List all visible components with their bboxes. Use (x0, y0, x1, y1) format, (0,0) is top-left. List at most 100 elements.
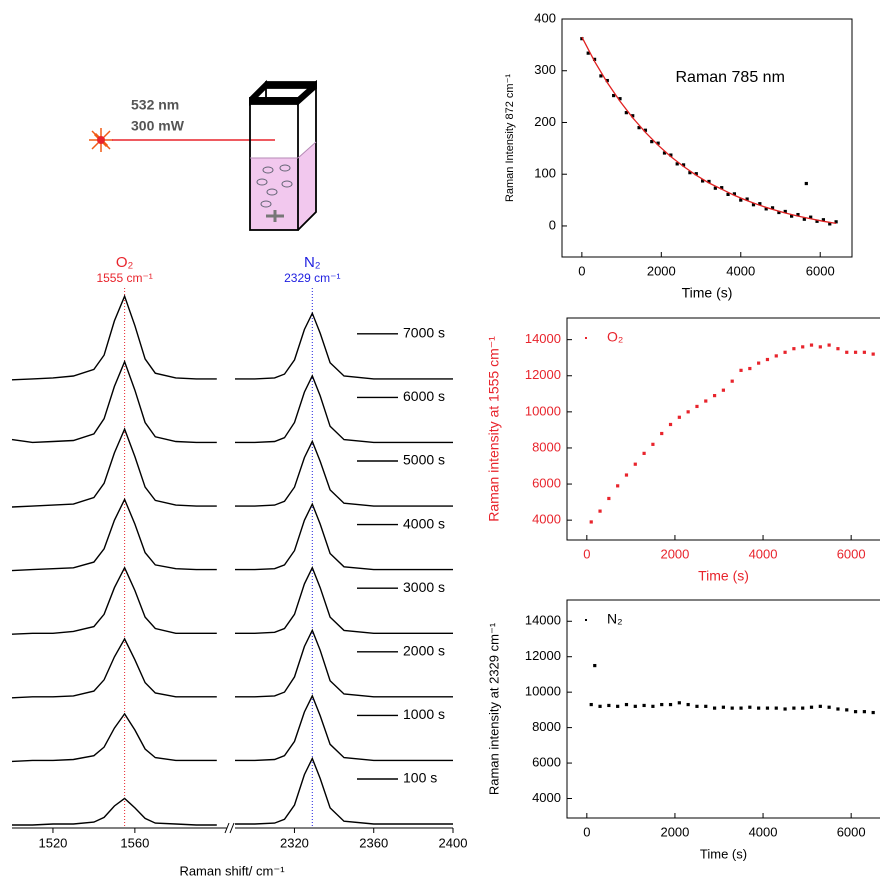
data-point (783, 350, 787, 354)
spectrum (11, 427, 217, 508)
data-point (704, 399, 708, 403)
data-point (845, 708, 849, 712)
x-tick-label: 0 (583, 824, 590, 839)
wavelength: 532 nm (131, 97, 179, 113)
data-point (871, 710, 875, 715)
y-axis-label: Raman intensity at 1555 cm⁻¹ (486, 336, 502, 522)
x-tick-label: 2400 (439, 835, 468, 850)
x-axis-label: Raman shift/ cm⁻¹ (179, 863, 285, 878)
data-point (809, 705, 814, 709)
data-point (770, 206, 775, 210)
spectrum (235, 628, 453, 698)
data-point (836, 707, 840, 711)
data-point (695, 704, 699, 708)
data-point (801, 345, 805, 349)
data-point (681, 163, 686, 167)
schematic: 532 nm 300 mW (89, 79, 317, 834)
legend-marker (585, 337, 587, 339)
spectrum (235, 565, 453, 634)
data-point (765, 357, 770, 362)
data-point (809, 343, 814, 347)
data-point (701, 179, 705, 183)
spectrum (12, 797, 217, 826)
data-point (783, 707, 787, 711)
y-tick-label: 10000 (525, 684, 561, 699)
legend-label: 4000 s (403, 515, 445, 531)
data-point (675, 162, 679, 166)
y-tick-label: 100 (534, 166, 556, 181)
fit-line (581, 36, 837, 225)
x-tick-label: 1520 (38, 835, 67, 850)
x-tick-label: 2000 (647, 263, 676, 278)
x-tick-label: 0 (583, 546, 590, 561)
data-point (834, 220, 838, 224)
data-point (624, 473, 629, 477)
y-tick-label: 10000 (525, 403, 561, 418)
x-tick-label: 6000 (837, 546, 866, 561)
data-point (598, 704, 602, 708)
data-point (633, 462, 637, 466)
data-point (845, 350, 849, 354)
data-point (802, 217, 806, 221)
data-point (821, 218, 825, 222)
legend-label: 3000 s (403, 579, 445, 595)
data-point (774, 354, 778, 358)
x-tick-label: 0 (578, 263, 585, 278)
data-point (871, 352, 875, 356)
data-point (862, 350, 866, 354)
data-point (730, 379, 734, 383)
legend-label: N₂ (607, 611, 623, 627)
y-tick-label: 12000 (525, 648, 561, 663)
data-point (686, 702, 690, 707)
plot-frame (561, 18, 853, 258)
data-point (589, 520, 593, 524)
data-point (757, 706, 761, 710)
y-tick-label: 6000 (532, 754, 561, 769)
data-point (828, 222, 832, 226)
data-point (827, 343, 831, 347)
x-axis-label: Time (s) (700, 846, 747, 861)
data-point (801, 706, 805, 710)
data-point (599, 74, 603, 78)
data-point (688, 171, 692, 175)
plot-frame (566, 317, 880, 541)
data-point (593, 663, 597, 668)
y-tick-label: 4000 (532, 790, 561, 805)
laser-core (97, 136, 105, 144)
legend-label: 6000 s (403, 388, 445, 404)
data-point (677, 415, 681, 419)
peak-name: N₂ (304, 254, 321, 271)
data-point (643, 128, 648, 132)
cuvette (249, 79, 317, 231)
y-tick-label: 400 (534, 10, 556, 25)
data-point (721, 388, 725, 392)
data-point (739, 198, 743, 202)
data-point (726, 192, 730, 196)
x-tick-label: 1560 (120, 835, 149, 850)
legend-label: 1000 s (403, 706, 445, 722)
y-tick-label: 4000 (532, 512, 561, 527)
legend-label: 2000 s (403, 643, 445, 659)
x-tick-label: 4000 (726, 263, 755, 278)
y-tick-label: 8000 (532, 719, 561, 734)
spectrum (11, 497, 217, 572)
data-point (642, 451, 646, 455)
data-point (804, 181, 808, 186)
legend-label: 5000 s (403, 452, 445, 468)
spectrum (11, 712, 217, 763)
data-point (764, 207, 768, 211)
spectrum (235, 756, 453, 825)
peak-label: 1555 cm⁻¹ (96, 271, 152, 285)
x-tick-label: 6000 (806, 263, 835, 278)
data-point (650, 140, 654, 144)
data-point (815, 219, 819, 223)
data-point (818, 345, 822, 349)
data-point (669, 153, 673, 157)
data-point (796, 212, 800, 217)
data-point (713, 186, 717, 190)
peak-name: O₂ (116, 254, 134, 271)
data-point (656, 141, 660, 145)
y-tick-label: 0 (549, 217, 556, 232)
data-point (732, 192, 737, 196)
peak-label: 2329 cm⁻¹ (284, 271, 340, 285)
